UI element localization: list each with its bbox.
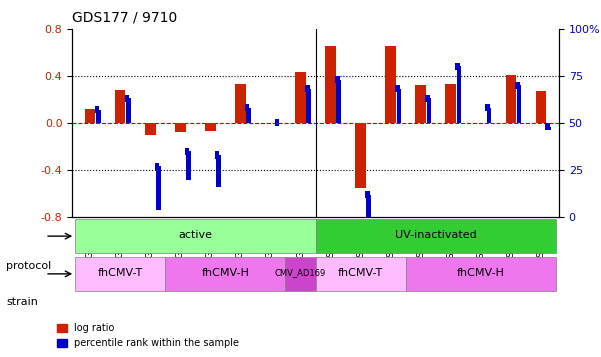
Bar: [96, 110, 100, 123]
Bar: [365, 191, 370, 198]
Bar: [246, 108, 251, 123]
Legend: log ratio, percentile rank within the sample: log ratio, percentile rank within the sa…: [53, 320, 243, 352]
Bar: [426, 95, 430, 102]
Bar: [156, 166, 160, 210]
Bar: [516, 82, 520, 89]
Bar: [295, 72, 306, 123]
Bar: [395, 85, 400, 92]
Bar: [517, 85, 521, 123]
Bar: [457, 66, 461, 123]
Text: protocol: protocol: [6, 261, 51, 271]
Bar: [487, 108, 491, 123]
FancyBboxPatch shape: [316, 219, 556, 253]
Bar: [125, 95, 129, 102]
FancyBboxPatch shape: [406, 257, 556, 291]
Bar: [367, 195, 371, 266]
Bar: [235, 84, 246, 123]
Bar: [305, 85, 310, 92]
Text: fhCMV-H: fhCMV-H: [201, 268, 249, 278]
Bar: [216, 155, 221, 187]
Bar: [397, 89, 401, 123]
Text: active: active: [178, 230, 212, 240]
Bar: [486, 104, 490, 111]
Bar: [155, 163, 159, 170]
Bar: [355, 123, 366, 188]
FancyBboxPatch shape: [75, 219, 316, 253]
Bar: [547, 127, 551, 130]
Bar: [205, 123, 216, 131]
Bar: [385, 46, 396, 123]
Bar: [535, 91, 546, 123]
Text: CMV_AD169: CMV_AD169: [275, 268, 326, 278]
Text: strain: strain: [6, 297, 38, 307]
Bar: [94, 106, 99, 113]
Bar: [245, 104, 249, 111]
Text: fhCMV-T: fhCMV-T: [338, 268, 383, 278]
Bar: [126, 99, 130, 123]
Text: UV-inactivated: UV-inactivated: [395, 230, 477, 240]
Bar: [186, 151, 191, 180]
FancyBboxPatch shape: [316, 257, 406, 291]
FancyBboxPatch shape: [165, 257, 285, 291]
Bar: [546, 123, 550, 130]
Bar: [325, 46, 336, 123]
Bar: [307, 89, 311, 123]
Bar: [445, 84, 456, 123]
Text: fhCMV-T: fhCMV-T: [97, 268, 143, 278]
Bar: [505, 75, 516, 123]
Bar: [185, 148, 189, 155]
Bar: [335, 76, 340, 83]
FancyBboxPatch shape: [75, 257, 165, 291]
Bar: [456, 63, 460, 70]
Bar: [145, 123, 156, 135]
Bar: [275, 119, 279, 126]
Text: GDS177 / 9710: GDS177 / 9710: [72, 11, 177, 25]
Bar: [85, 109, 96, 123]
Bar: [175, 123, 186, 132]
Text: fhCMV-H: fhCMV-H: [457, 268, 505, 278]
Bar: [215, 151, 219, 159]
FancyBboxPatch shape: [285, 257, 316, 291]
Bar: [337, 80, 341, 123]
Bar: [415, 85, 426, 123]
Bar: [427, 99, 431, 123]
Bar: [115, 90, 126, 123]
